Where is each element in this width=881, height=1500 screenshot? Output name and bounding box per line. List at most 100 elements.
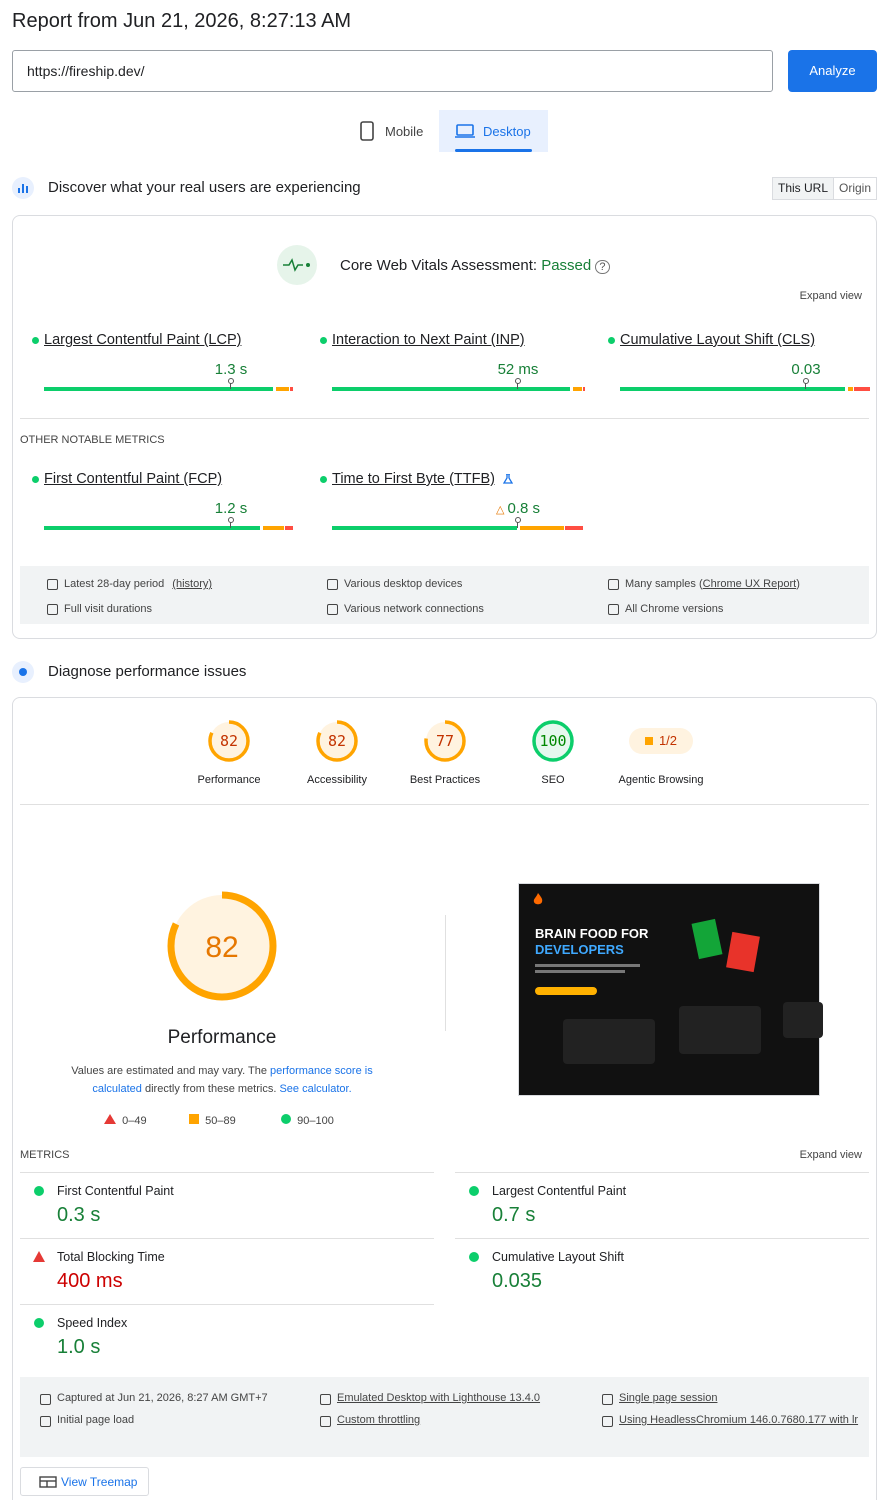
footer-icon (602, 1394, 613, 1405)
metric-divider (20, 1172, 434, 1173)
score-gauge[interactable]: 77 (423, 719, 467, 763)
footer-text: Initial page load (57, 1414, 135, 1426)
metric-name: Total Blocking Time (57, 1250, 165, 1264)
url-origin-toggle: This URL Origin (772, 177, 878, 200)
assessment-label: Core Web Vitals Assessment: (340, 257, 538, 274)
metric-name[interactable]: Time to First Byte (TTFB) (332, 471, 495, 487)
distribution-good (620, 387, 845, 391)
footer-text[interactable]: Using HeadlessChromium 146.0.7680.177 wi… (619, 1414, 859, 1426)
distribution-poor (285, 526, 293, 530)
treemap-button[interactable]: View Treemap (20, 1467, 149, 1496)
percentile-stem (230, 383, 231, 389)
path (503, 474, 513, 484)
note-link[interactable]: See calculator. (279, 1083, 352, 1095)
footer-icon (327, 604, 338, 615)
metric-name[interactable]: Largest Contentful Paint (LCP) (44, 332, 242, 348)
footer-text: Various network connections (344, 603, 484, 615)
metrics-heading: METRICS (20, 1149, 70, 1161)
toggle-option[interactable]: This URL (773, 178, 834, 199)
score-gauge[interactable]: 100 (531, 719, 575, 763)
gauge-score: 82 (328, 732, 346, 750)
category-label: Performance (197, 774, 261, 786)
tab-indicator (455, 149, 532, 152)
score-gauge[interactable]: 82 (315, 719, 359, 763)
footer-text[interactable]: Custom throttling (337, 1414, 421, 1426)
footer-text[interactable]: Emulated Desktop with Lighthouse 13.4.0 (337, 1392, 541, 1404)
footer-icon (602, 1416, 613, 1427)
desktop-icon (455, 124, 475, 138)
report-title: Report from Jun 21, 2026, 8:27:13 AM (12, 10, 352, 32)
treemap-icon (39, 1476, 57, 1488)
percentile-marker (803, 378, 809, 384)
value-text: 0.8 s (507, 500, 541, 517)
metric-name[interactable]: Interaction to Next Paint (INP) (332, 332, 525, 348)
metric-value: 1.3 s (214, 361, 248, 378)
gauge-bg (534, 722, 572, 760)
agentic-badge: 1/2 (629, 728, 693, 754)
footer-text[interactable]: Single page session (619, 1392, 718, 1404)
gauge-bg (171, 895, 273, 997)
footer-text: Latest 28-day period (64, 578, 165, 590)
status-dot (320, 476, 327, 483)
footer-link[interactable]: Chrome UX Report (702, 578, 797, 590)
pass-icon (469, 1186, 479, 1196)
expand-link[interactable]: Expand view (799, 1149, 862, 1161)
site-logo (533, 893, 543, 905)
lab-icon (12, 661, 34, 683)
status-dot (32, 476, 39, 483)
lab-footer (20, 1377, 869, 1457)
metric-name: First Contentful Paint (57, 1184, 174, 1198)
pass-icon (281, 1114, 291, 1124)
score-legend: 0–49 50–89 90–100 (104, 1114, 334, 1127)
distribution-ni (276, 387, 289, 391)
desktop-tab[interactable]: Desktop (439, 110, 548, 152)
category-label: Best Practices (409, 774, 481, 786)
footer-text: Various desktop devices (344, 578, 463, 590)
gauge-arc (532, 720, 574, 762)
analyze-button[interactable]: Analyze (788, 50, 877, 92)
cta-placeholder (535, 987, 597, 995)
metric-value: 1.0 s (57, 1336, 101, 1358)
score-gauge[interactable]: 82 (207, 719, 251, 763)
legend-label: 0–49 (122, 1115, 147, 1127)
metric-value: 0.035 (492, 1270, 543, 1292)
gauge-score: 100 (539, 732, 566, 750)
status-dot (320, 337, 327, 344)
headline-line: BRAIN FOOD FOR (535, 926, 649, 941)
footer-item: All Chrome versions (608, 603, 723, 615)
warning-icon: △ (495, 504, 508, 516)
metric-name[interactable]: First Contentful Paint (FCP) (44, 471, 223, 487)
mobile-tab[interactable]: Mobile (345, 110, 435, 152)
category-label: SEO (541, 774, 565, 786)
pass-icon (34, 1186, 44, 1196)
note-link[interactable]: performance score is calculated (92, 1065, 373, 1095)
footer-item: Single page session (602, 1388, 717, 1409)
footer-link[interactable]: (history) (172, 578, 213, 590)
fail-icon (104, 1114, 116, 1124)
metric-name[interactable]: Cumulative Layout Shift (CLS) (620, 332, 816, 348)
toggle-option[interactable]: Origin (833, 178, 876, 199)
expand-link[interactable]: Expand view (799, 290, 862, 302)
gauge-score: 77 (436, 732, 454, 750)
legend-label: 50–89 (205, 1115, 236, 1127)
main-score: 82 (205, 931, 238, 964)
pass-icon (469, 1252, 479, 1262)
metric-name: Cumulative Layout Shift (492, 1250, 625, 1264)
footer-icon (320, 1416, 331, 1427)
book-art (726, 931, 760, 973)
footer-text: Many samples ( (625, 578, 703, 590)
field-footer (20, 566, 869, 624)
url-input[interactable]: https://fireship.dev/ (12, 50, 773, 92)
footer-item: Various desktop devices (327, 578, 462, 590)
pass-icon (34, 1318, 44, 1328)
percentile-marker (515, 378, 521, 384)
average-icon (189, 1114, 199, 1124)
distribution-ni (263, 526, 284, 530)
divider (20, 804, 869, 805)
assessment: Core Web Vitals Assessment: Passed ? (340, 257, 610, 274)
distribution-poor (583, 387, 585, 391)
distribution-ni (573, 387, 582, 391)
metric-value: △ 0.8 s (458, 500, 578, 517)
gauge-arc (208, 720, 250, 762)
average-icon (644, 737, 653, 745)
